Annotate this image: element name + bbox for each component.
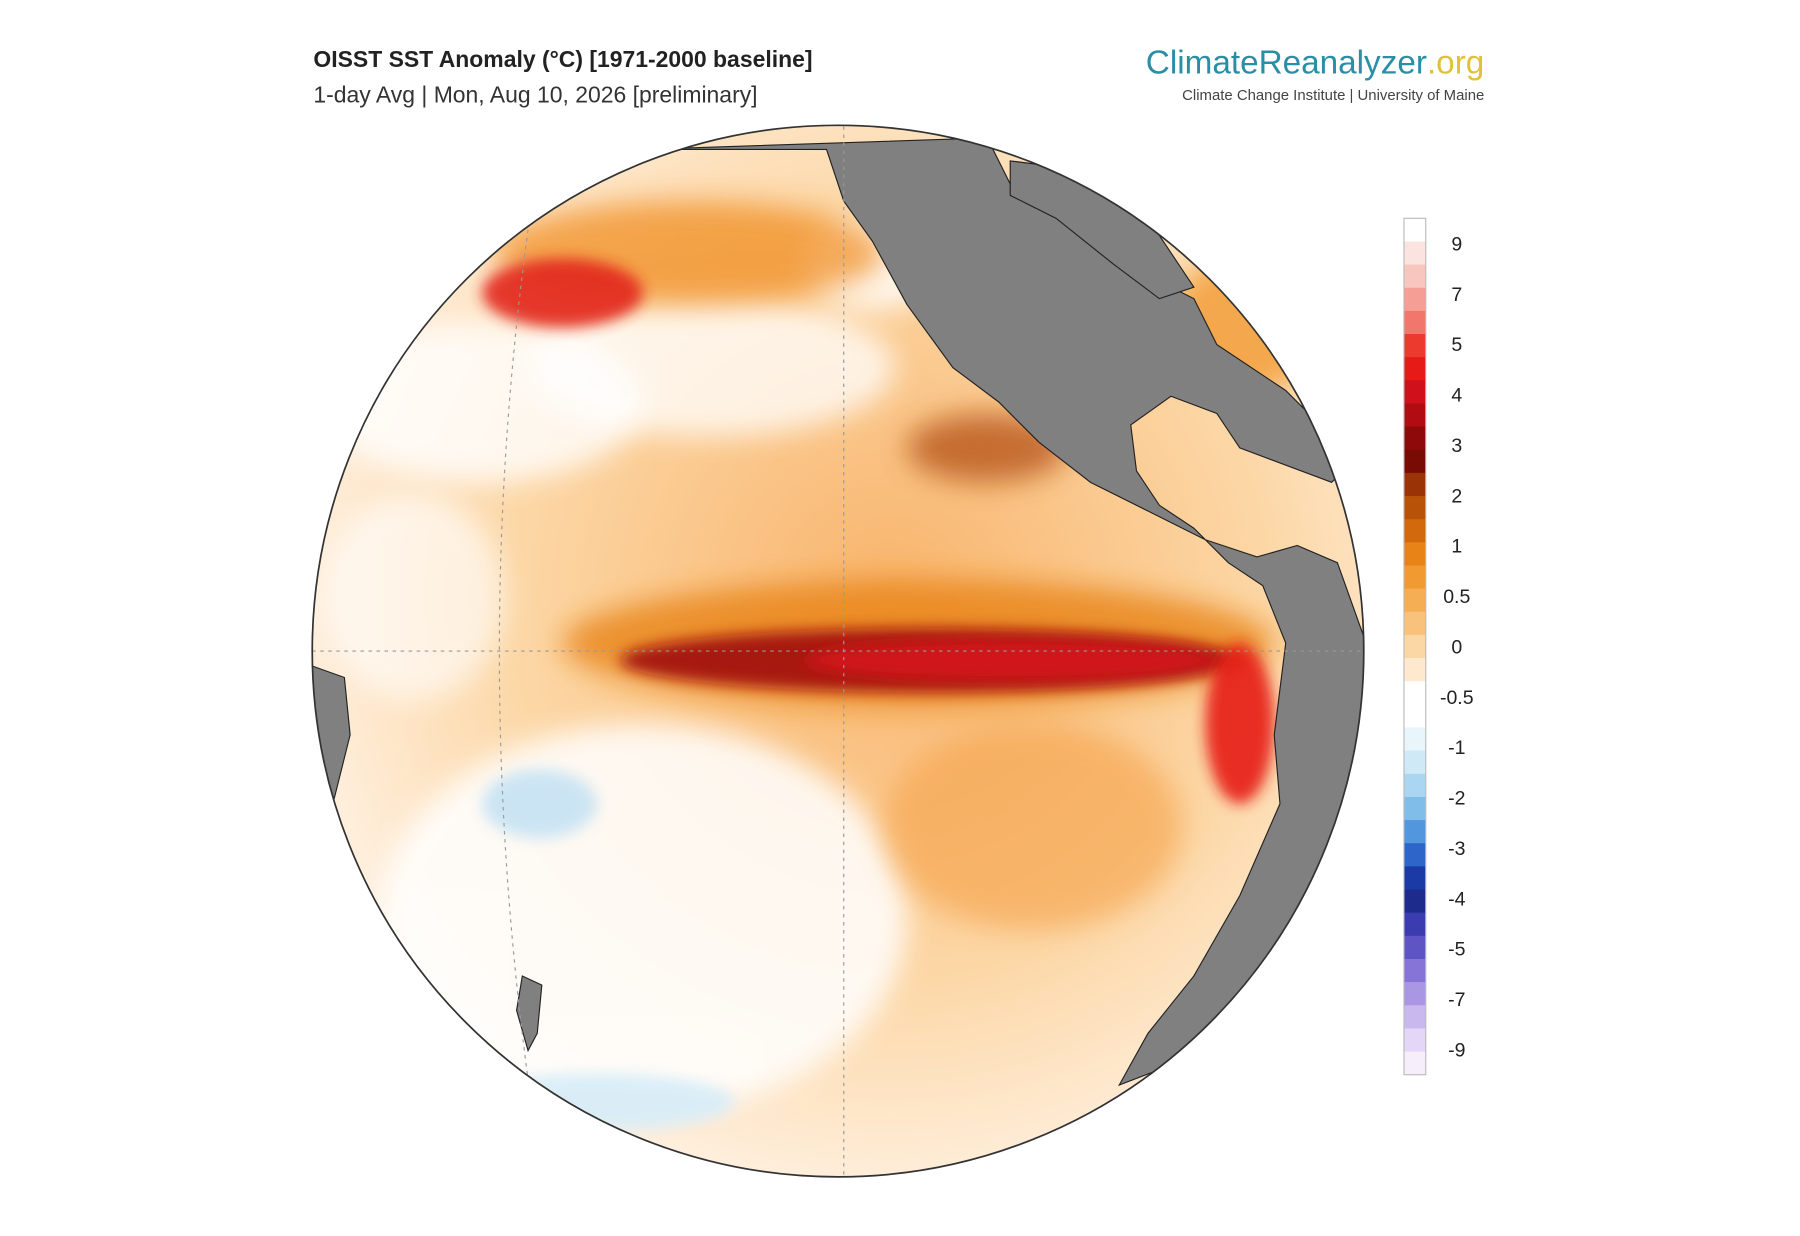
- colorbar-bin: [1403, 1051, 1426, 1076]
- colorbar: 9 7 5 4 3 2 1 0.5 0 -0.5 -1 -2 -3 -4 -5 -7 -9: [1403, 218, 1474, 1076]
- colorbar-bin: [1403, 750, 1426, 775]
- colorbar-bin: [1403, 472, 1426, 497]
- colorbar-bin: [1403, 681, 1426, 705]
- colorbar-bin: [1403, 1028, 1426, 1053]
- colorbar-bin: [1403, 912, 1426, 937]
- colorbar-bin: [1403, 958, 1426, 983]
- logo-suffix: .org: [1427, 45, 1484, 82]
- colorbar-bin: [1403, 310, 1426, 335]
- land-americas: [642, 137, 1364, 1087]
- colorbar-bin: [1403, 519, 1426, 543]
- colorbar-bin: [1403, 241, 1426, 266]
- colorbar-bin: [1403, 588, 1426, 613]
- colorbar-label: 7: [1451, 284, 1462, 306]
- colorbar-label: -3: [1448, 838, 1465, 860]
- colorbar-bin: [1403, 449, 1426, 474]
- colorbar-label: 0.5: [1443, 586, 1470, 608]
- colorbar-bin: [1403, 704, 1426, 729]
- colorbar-label: 4: [1451, 385, 1462, 407]
- globe: [311, 124, 1365, 1178]
- colorbar-bin: [1403, 889, 1426, 914]
- colorbar-bin: [1403, 982, 1426, 1006]
- colorbar-bin: [1403, 935, 1426, 960]
- logo: ClimateReanalyzer.org: [1146, 45, 1485, 82]
- anomaly-field: [312, 126, 1364, 1177]
- logo-main: ClimateReanalyzer: [1146, 45, 1427, 82]
- colorbar-bin: [1403, 542, 1426, 567]
- colorbar-bin: [1403, 496, 1426, 520]
- logo-tagline: Climate Change Institute | University of…: [1182, 87, 1484, 104]
- colorbar-bin: [1403, 1005, 1426, 1029]
- colorbar-bin: [1403, 727, 1426, 752]
- colorbar-bin: [1403, 820, 1426, 844]
- colorbar-label: -0.5: [1440, 687, 1474, 709]
- map-title: OISST SST Anomaly (°C) [1971-2000 baseli…: [313, 46, 812, 72]
- colorbar-bin: [1403, 866, 1426, 891]
- colorbar-bin: [1403, 565, 1426, 590]
- colorbar-label: -7: [1448, 989, 1465, 1011]
- colorbar-bin: [1403, 658, 1426, 682]
- colorbar-label: -2: [1448, 788, 1465, 810]
- colorbar-bin: [1403, 426, 1426, 451]
- colorbar-label: -4: [1448, 888, 1465, 910]
- colorbar-bin: [1403, 380, 1426, 405]
- colorbar-bin: [1403, 287, 1426, 312]
- colorbar-bin: [1403, 334, 1426, 358]
- colorbar-bin: [1403, 796, 1426, 821]
- colorbar-label: 3: [1451, 435, 1462, 457]
- colorbar-label: 2: [1451, 485, 1462, 507]
- colorbar-label: 5: [1451, 334, 1462, 356]
- colorbar-label: -9: [1448, 1039, 1465, 1061]
- colorbar-label: -5: [1448, 939, 1465, 961]
- colorbar-label: -1: [1448, 737, 1465, 759]
- map-subtitle: 1-day Avg | Mon, Aug 10, 2026 [prelimina…: [313, 81, 757, 107]
- colorbar-bin: [1403, 634, 1426, 659]
- colorbar-label: 0: [1451, 636, 1462, 658]
- colorbar-bin: [1403, 218, 1426, 243]
- land-new-zealand: [515, 975, 543, 1053]
- colorbar-label: 1: [1451, 536, 1462, 558]
- colorbar-bin: [1403, 773, 1426, 798]
- colorbar-bin: [1403, 843, 1426, 867]
- graticule: [312, 126, 1364, 1177]
- globe-outline: [311, 124, 1365, 1178]
- colorbar-bin: [1403, 403, 1426, 428]
- colorbar-label: 9: [1451, 233, 1462, 255]
- colorbar-frame: [1403, 217, 1427, 1076]
- colorbar-bin: [1403, 611, 1426, 636]
- colorbar-bin: [1403, 357, 1426, 381]
- colorbar-bin: [1403, 264, 1426, 289]
